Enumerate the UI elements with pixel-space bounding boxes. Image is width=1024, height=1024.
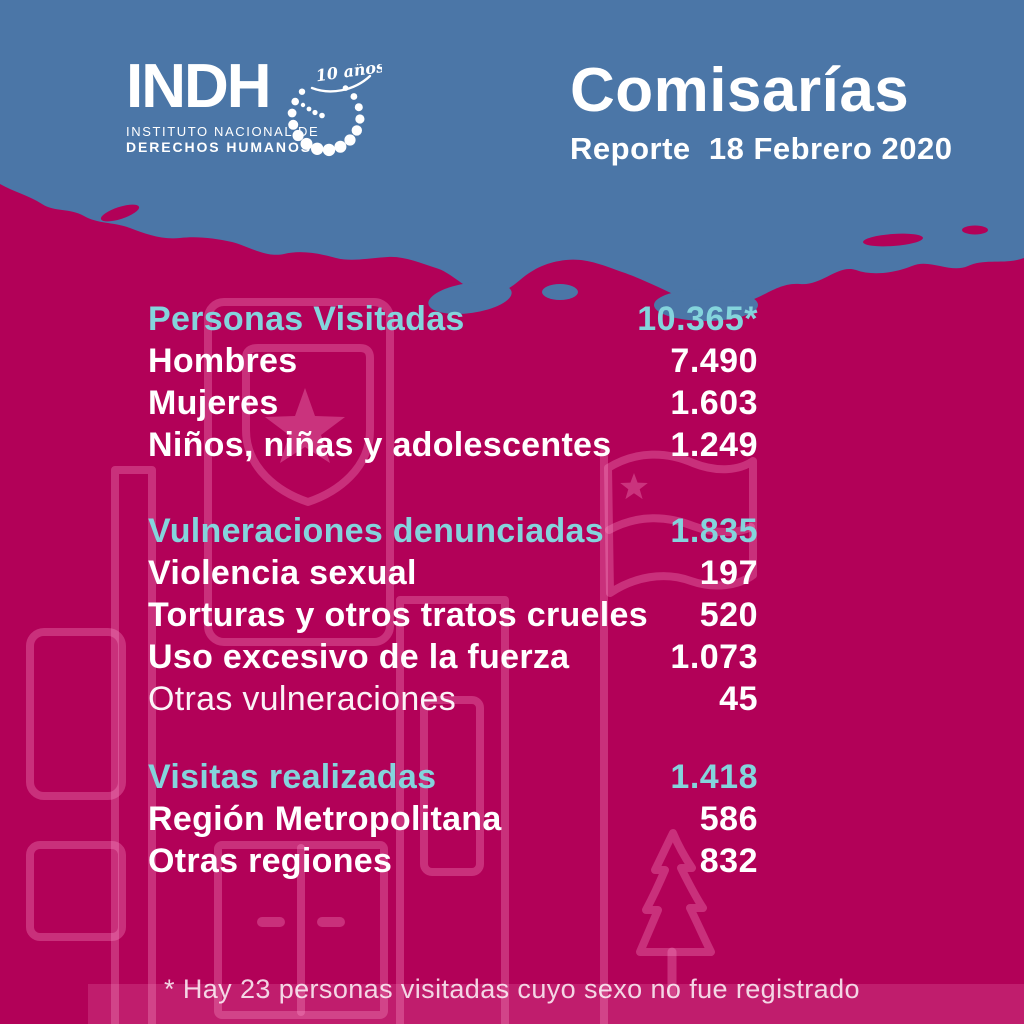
chile-flag-icon — [604, 450, 757, 597]
section-header-value: 10.365* — [637, 300, 758, 338]
section-header-label: Personas Visitadas — [148, 300, 465, 338]
stat-row: Otras regiones 832 — [148, 840, 758, 882]
stat-row: Torturas y otros tratos crueles 520 — [148, 594, 758, 636]
stat-value: 586 — [699, 800, 758, 838]
stat-row: Región Metropolitana 586 — [148, 798, 758, 840]
logo-tagline-line1: INSTITUTO NACIONAL DE — [126, 124, 320, 139]
stat-value: 1.073 — [670, 638, 758, 676]
stat-label: Mujeres — [148, 384, 279, 422]
shield-star-icon — [265, 388, 345, 463]
stat-label: Región Metropolitana — [148, 800, 502, 838]
stat-row: Niños, niñas y adolescentes 1.249 — [148, 424, 758, 466]
indh-logo: INDH INSTITUTO NACIONAL DE DERECHOS HUMA… — [126, 52, 382, 157]
section-visitas-realizadas: Visitas realizadas 1.418 Región Metropol… — [148, 756, 758, 882]
stat-row: Violencia sexual 197 — [148, 552, 758, 594]
stat-label: Torturas y otros tratos crueles — [148, 596, 648, 634]
title-block: Comisarías Reporte 18 Febrero 2020 — [570, 58, 952, 167]
section-header-value: 1.418 — [670, 758, 758, 796]
dotted-circle-10-years-icon: 10 años — [287, 64, 382, 157]
stat-label: Otras regiones — [148, 842, 393, 880]
stat-value: 7.490 — [670, 342, 758, 380]
stat-label: Niños, niñas y adolescentes — [148, 426, 612, 464]
stat-row: Otras vulneraciones 45 — [148, 678, 758, 720]
section-header-value: 1.835 — [670, 512, 758, 550]
section-header-row: Visitas realizadas 1.418 — [148, 756, 758, 798]
stat-row: Hombres 7.490 — [148, 340, 758, 382]
stat-label: Otras vulneraciones — [148, 680, 457, 718]
page-title: Comisarías — [570, 56, 910, 125]
stat-row: Mujeres 1.603 — [148, 382, 758, 424]
stat-label: Uso excesivo de la fuerza — [148, 638, 570, 676]
indh-wordmark: INDH — [126, 52, 272, 121]
section-header-label: Vulneraciones denunciadas — [148, 512, 604, 550]
building-outline — [111, 466, 156, 1024]
stat-value: 832 — [699, 842, 758, 880]
report-date-subtitle: Reporte 18 Febrero 2020 — [570, 131, 953, 167]
stat-value: 1.249 — [670, 426, 758, 464]
logo-tagline-line2: DERECHOS HUMANOS — [126, 139, 312, 155]
section-header-label: Visitas realizadas — [148, 758, 437, 796]
stat-value: 520 — [699, 596, 758, 634]
ten-years-badge: 10 años — [315, 64, 382, 85]
section-vulneraciones-denunciadas: Vulneraciones denunciadas 1.835 Violenci… — [148, 510, 758, 720]
shield-icon — [242, 344, 374, 506]
flag-star-icon — [620, 473, 648, 500]
ground-band — [88, 984, 1024, 1024]
stat-value: 197 — [699, 554, 758, 592]
door-icon — [214, 841, 388, 1019]
section-header-row: Personas Visitadas 10.365* — [148, 298, 758, 340]
stat-value: 45 — [719, 680, 758, 718]
stat-value: 1.603 — [670, 384, 758, 422]
stat-label: Violencia sexual — [148, 554, 417, 592]
section-personas-visitadas: Personas Visitadas 10.365* Hombres 7.490… — [148, 298, 758, 466]
brush-edge-header-band — [0, 0, 1024, 321]
stat-row: Uso excesivo de la fuerza 1.073 — [148, 636, 758, 678]
stat-label: Hombres — [148, 342, 298, 380]
section-header-row: Vulneraciones denunciadas 1.835 — [148, 510, 758, 552]
footnote: * Hay 23 personas visitadas cuyo sexo no… — [164, 974, 860, 1004]
tree-icon — [636, 829, 715, 998]
